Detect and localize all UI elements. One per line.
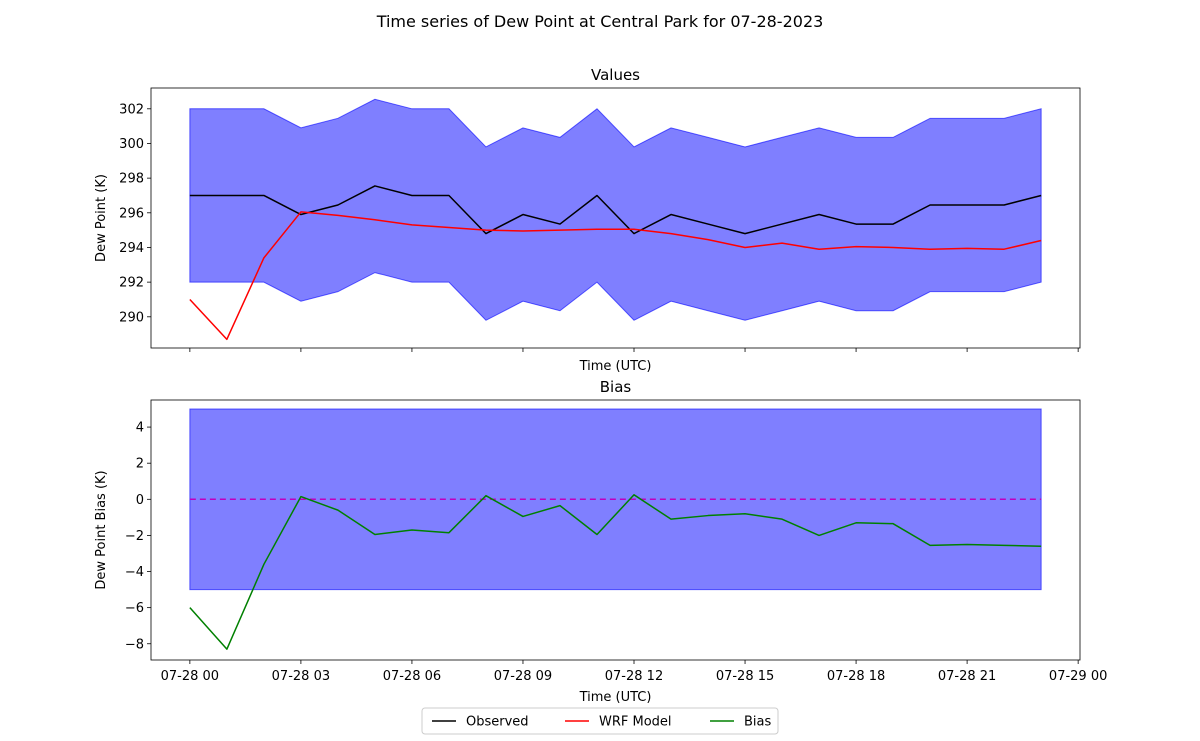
x-tick-label: 07-28 21 [938, 669, 996, 684]
x-tick-label: 07-28 18 [827, 669, 885, 684]
y-tick-label: 298 [119, 172, 144, 187]
range-band [189, 98, 1042, 321]
wrf-model-line [189, 211, 1042, 341]
y-tick-label: 296 [119, 206, 144, 221]
y-tick-label: 2 [136, 457, 144, 472]
figure-title: Time series of Dew Point at Central Park… [376, 12, 824, 31]
x-tick-label: 07-28 03 [272, 669, 330, 684]
y-axis-label: Dew Point Bias (K) [94, 470, 109, 589]
x-tick-label: 07-28 12 [605, 669, 663, 684]
y-tick-label: −2 [125, 529, 144, 544]
x-tick-label: 07-28 15 [716, 669, 774, 684]
y-tick-label: 302 [119, 102, 144, 117]
x-tick-label: 07-28 00 [161, 669, 219, 684]
legend-label-wrf-model: WRF Model [599, 715, 672, 730]
x-tick-label: 07-28 09 [494, 669, 552, 684]
axes-title: Bias [600, 378, 632, 396]
y-tick-label: 294 [119, 241, 144, 256]
y-tick-label: 292 [119, 276, 144, 291]
y-tick-label: −4 [125, 565, 144, 580]
observed-line [189, 185, 1042, 235]
legend-label-observed: Observed [466, 715, 529, 730]
axes-frame [150, 87, 1081, 349]
axes-title: Values [591, 66, 640, 84]
bias-line [189, 494, 1042, 650]
bias-chart: 07-28 00 07-28 03 07-28 06 07-28 09 07-28 12… [94, 378, 1107, 705]
axes-frame [150, 399, 1081, 661]
legend-label-bias: Bias [744, 715, 771, 730]
legend: Observed WRF Model Bias [421, 707, 779, 735]
y-tick-label: 290 [119, 310, 144, 325]
x-tick-label: 07-29 00 [1049, 669, 1107, 684]
y-axis-label: Dew Point (K) [94, 174, 109, 262]
legend-frame [421, 707, 779, 735]
y-tick-label: 300 [119, 137, 144, 152]
x-axis-label: Time (UTC) [579, 690, 652, 705]
values-chart: 290 292 294 296 298 300 302 Values Time (UTC) Dew… [94, 66, 1081, 374]
y-tick-label: −8 [125, 637, 144, 652]
y-tick-label: 0 [136, 493, 144, 508]
x-tick-label: 07-28 06 [383, 669, 441, 684]
y-tick-label: −6 [125, 601, 144, 616]
x-axis-label: Time (UTC) [579, 359, 652, 374]
y-tick-label: 4 [136, 421, 144, 436]
